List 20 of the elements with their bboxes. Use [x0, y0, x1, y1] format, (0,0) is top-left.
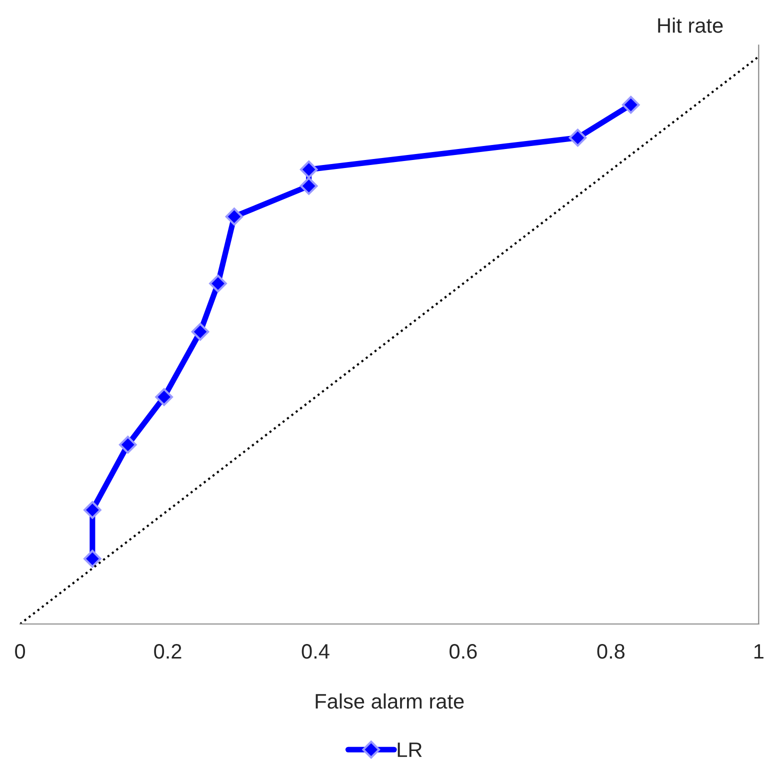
- point: [300, 160, 318, 178]
- point: [225, 208, 244, 226]
- x-tick-label: 0: [15, 644, 26, 659]
- y-axis-title: Hit rate: [658, 18, 723, 33]
- x-tick-label: 0.8: [597, 644, 625, 659]
- point: [209, 274, 227, 292]
- point: [568, 128, 587, 147]
- x-tick-label: 0.6: [450, 644, 477, 659]
- x-tick-label: 0.4: [302, 644, 330, 659]
- legend-label: LR: [398, 742, 422, 757]
- x-tick-label: 0.2: [154, 644, 182, 659]
- point: [300, 177, 318, 195]
- point: [118, 436, 137, 454]
- point: [191, 322, 210, 341]
- point: [84, 501, 102, 519]
- point: [155, 388, 173, 406]
- x-axis-title: False alarm rate: [316, 693, 464, 709]
- point: [622, 96, 640, 114]
- x-tick-label: 1: [754, 644, 764, 659]
- point: [84, 550, 102, 568]
